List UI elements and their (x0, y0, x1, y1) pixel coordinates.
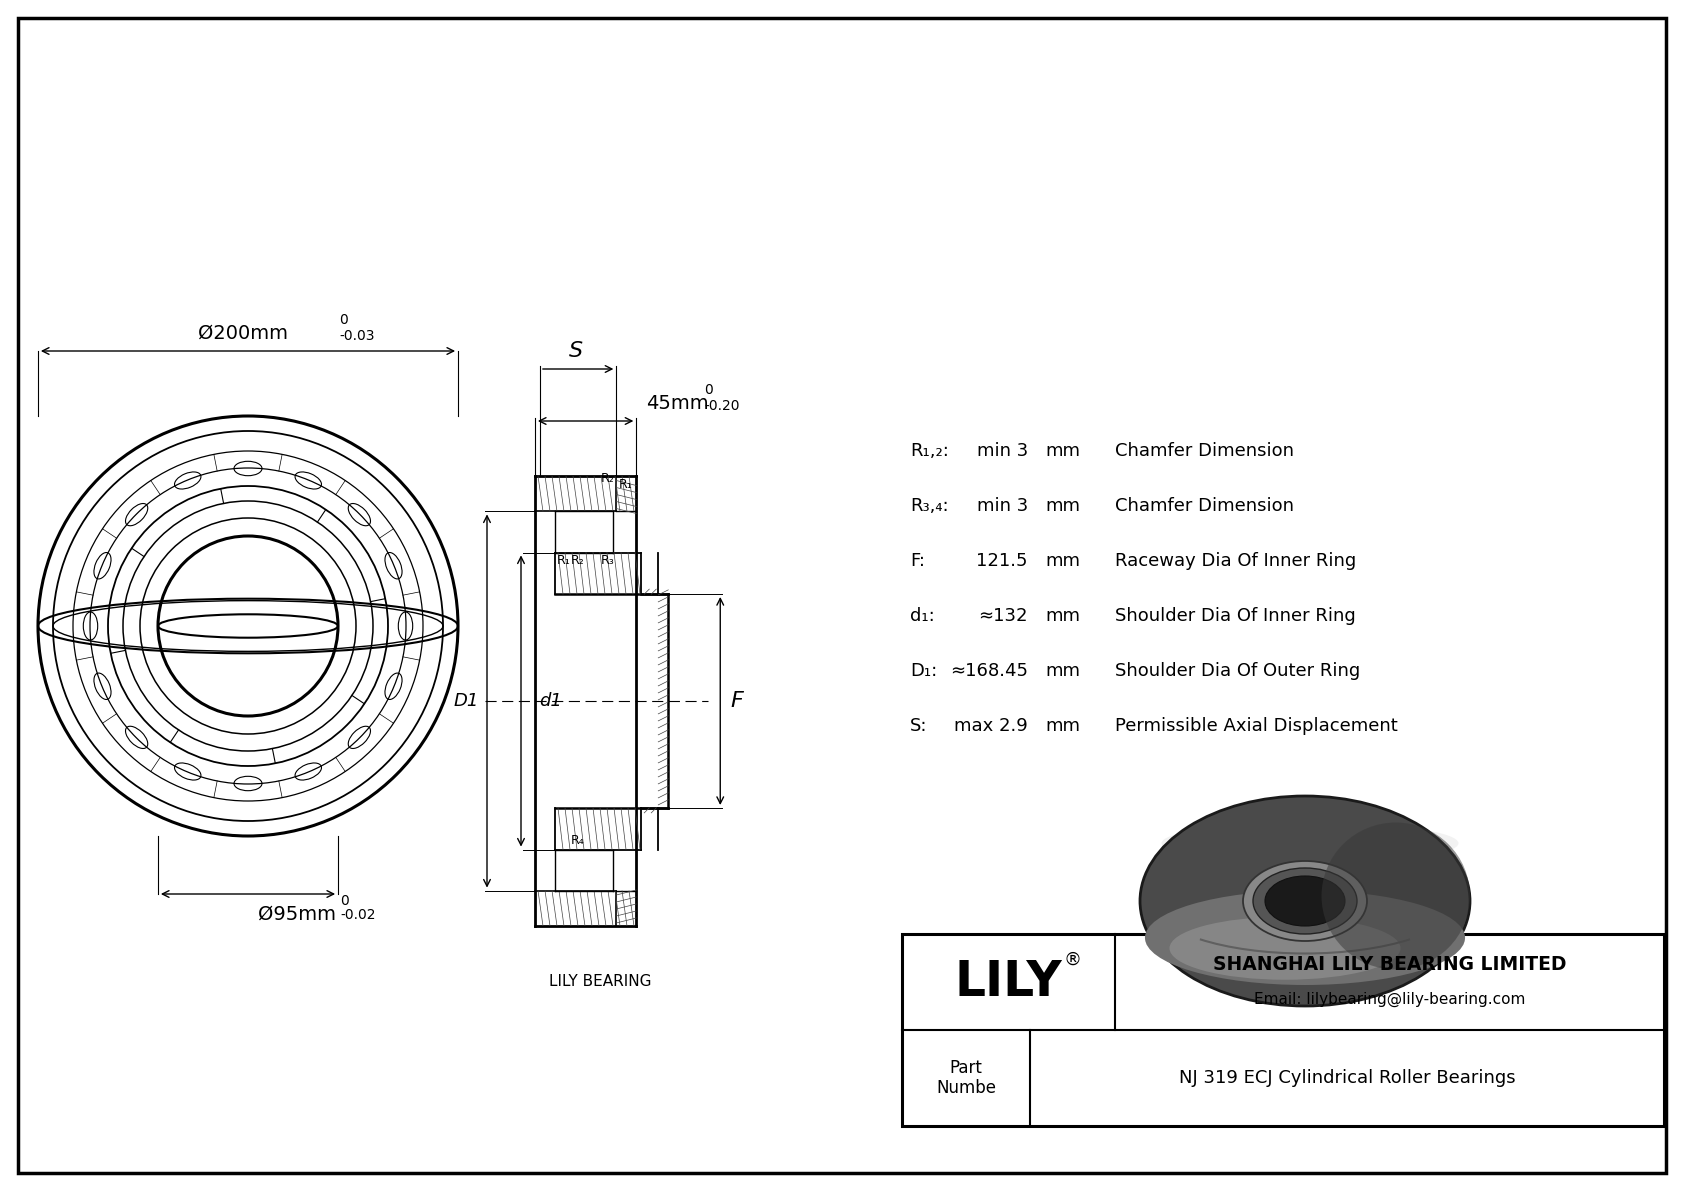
Text: -0.20: -0.20 (704, 399, 739, 413)
Text: 45mm: 45mm (647, 394, 709, 413)
Text: Shoulder Dia Of Inner Ring: Shoulder Dia Of Inner Ring (1115, 607, 1356, 625)
Ellipse shape (1169, 917, 1401, 980)
Text: mm: mm (1046, 442, 1079, 460)
Text: F:: F: (909, 551, 925, 570)
Text: mm: mm (1046, 662, 1079, 680)
Text: 0: 0 (340, 894, 349, 908)
Text: R₃: R₃ (601, 555, 615, 567)
Ellipse shape (1253, 868, 1357, 934)
Ellipse shape (1140, 796, 1470, 1006)
Text: R₁,₂:: R₁,₂: (909, 442, 948, 460)
Text: F: F (731, 691, 743, 711)
Text: D1: D1 (453, 692, 478, 710)
Text: 0: 0 (338, 313, 349, 328)
Text: Ø95mm: Ø95mm (258, 905, 337, 924)
Text: max 2.9: max 2.9 (955, 717, 1027, 735)
Text: R₂: R₂ (571, 555, 584, 567)
Text: ®: ® (1064, 950, 1083, 969)
Text: LILY: LILY (955, 958, 1063, 1006)
Text: 121.5: 121.5 (977, 551, 1027, 570)
Text: S: S (569, 341, 583, 361)
Text: Chamfer Dimension: Chamfer Dimension (1115, 497, 1293, 515)
Text: R₂: R₂ (601, 473, 615, 486)
Text: mm: mm (1046, 497, 1079, 515)
Text: mm: mm (1046, 551, 1079, 570)
Text: R₃,₄:: R₃,₄: (909, 497, 948, 515)
Text: R₁: R₁ (557, 555, 571, 567)
Text: mm: mm (1046, 607, 1079, 625)
Text: Raceway Dia Of Inner Ring: Raceway Dia Of Inner Ring (1115, 551, 1356, 570)
Text: d₁:: d₁: (909, 607, 935, 625)
Text: NJ 319 ECJ Cylindrical Roller Bearings: NJ 319 ECJ Cylindrical Roller Bearings (1179, 1070, 1516, 1087)
Text: Permissible Axial Displacement: Permissible Axial Displacement (1115, 717, 1398, 735)
Ellipse shape (1322, 823, 1470, 969)
Text: Ø200mm: Ø200mm (199, 324, 288, 343)
Text: ≈168.45: ≈168.45 (950, 662, 1027, 680)
Text: d1: d1 (539, 692, 562, 710)
Ellipse shape (1145, 891, 1465, 985)
Text: R₁: R₁ (618, 479, 632, 492)
Text: min 3: min 3 (977, 497, 1027, 515)
Text: Chamfer Dimension: Chamfer Dimension (1115, 442, 1293, 460)
Text: R₄: R₄ (571, 835, 584, 848)
Text: ≈132: ≈132 (978, 607, 1027, 625)
Text: LILY BEARING: LILY BEARING (549, 974, 652, 989)
Text: -0.03: -0.03 (338, 329, 374, 343)
Text: min 3: min 3 (977, 442, 1027, 460)
Ellipse shape (1243, 861, 1367, 941)
Text: mm: mm (1046, 717, 1079, 735)
Bar (903, 934, 1664, 1125)
Text: -0.02: -0.02 (340, 908, 376, 922)
Text: D₁:: D₁: (909, 662, 938, 680)
Text: SHANGHAI LILY BEARING LIMITED: SHANGHAI LILY BEARING LIMITED (1212, 954, 1566, 973)
Text: Part
Numbe: Part Numbe (936, 1059, 995, 1097)
Text: S:: S: (909, 717, 928, 735)
Text: Email: lilybearing@lily-bearing.com: Email: lilybearing@lily-bearing.com (1255, 991, 1526, 1006)
Ellipse shape (1162, 822, 1458, 865)
Text: 0: 0 (704, 384, 712, 397)
Ellipse shape (1265, 877, 1346, 925)
Text: Shoulder Dia Of Outer Ring: Shoulder Dia Of Outer Ring (1115, 662, 1361, 680)
